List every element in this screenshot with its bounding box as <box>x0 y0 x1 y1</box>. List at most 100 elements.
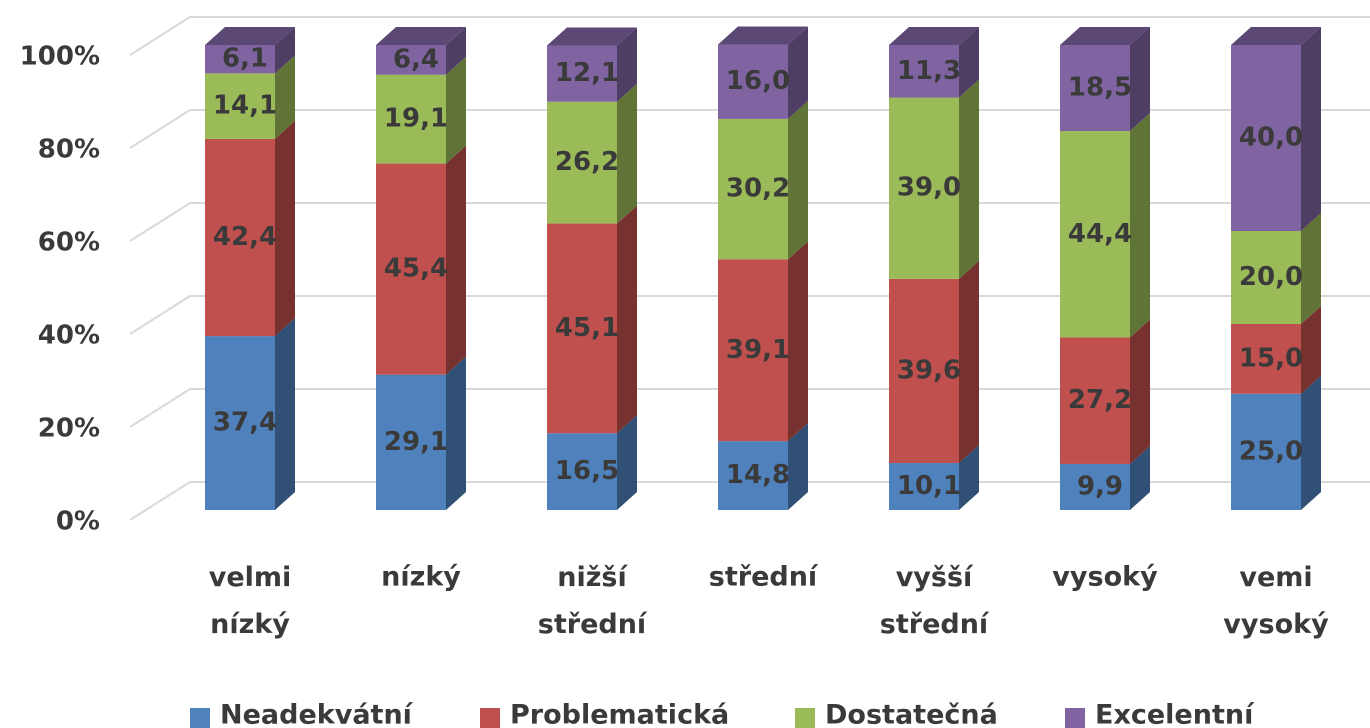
legend-label: Neadekvátní <box>220 700 414 728</box>
bar <box>718 441 788 510</box>
data-label: 14,8 <box>726 460 790 490</box>
bar <box>1060 337 1130 464</box>
bar-top <box>889 27 979 45</box>
bar-top <box>205 27 295 45</box>
bar-top <box>1060 27 1150 45</box>
data-label: 6,1 <box>222 44 268 74</box>
bar <box>889 97 959 279</box>
data-label: 30,2 <box>726 174 790 204</box>
bar <box>1060 45 1130 132</box>
bar <box>547 45 617 102</box>
bar-side <box>446 356 466 510</box>
data-label: 29,1 <box>384 427 448 457</box>
data-label: 14,1 <box>213 91 277 121</box>
bar-side <box>446 145 466 375</box>
bar-top <box>376 27 466 45</box>
bar <box>889 463 959 510</box>
bar <box>205 45 275 74</box>
bar <box>1231 393 1301 510</box>
bar-top <box>1231 27 1321 45</box>
bar-top <box>718 26 808 45</box>
bar <box>1231 324 1301 394</box>
bar-side <box>959 260 979 464</box>
bar-side <box>617 27 637 102</box>
y-tick-label: 20% <box>38 414 100 444</box>
bar-side <box>959 79 979 279</box>
bar <box>1060 463 1130 510</box>
bar-side <box>788 241 808 442</box>
legend-swatch <box>795 708 815 728</box>
x-tick-label: vysoký <box>1052 562 1158 593</box>
data-label: 6,4 <box>393 44 439 74</box>
bar-side <box>275 318 295 510</box>
y-tick-label: 100% <box>20 42 100 72</box>
bar-side <box>788 423 808 510</box>
bar-side <box>617 205 637 434</box>
data-label: 45,4 <box>384 254 448 284</box>
bar-top <box>547 27 637 46</box>
bar <box>376 45 446 75</box>
bar-side <box>1130 27 1150 132</box>
x-tick-line: střední <box>880 609 990 640</box>
bar <box>547 101 617 224</box>
data-label: 15,0 <box>1239 343 1303 373</box>
data-label: 27,2 <box>1068 385 1132 415</box>
grid-line <box>129 16 1370 56</box>
bar-side <box>959 27 979 98</box>
bar-side <box>788 100 808 260</box>
data-label: 44,4 <box>1068 219 1132 249</box>
data-label: 25,0 <box>1239 436 1303 466</box>
bar <box>547 223 617 434</box>
y-tick-label: 80% <box>38 135 100 165</box>
legend-swatch <box>190 708 210 728</box>
bar <box>718 118 788 260</box>
bar <box>205 336 275 510</box>
y-tick-label: 60% <box>38 228 100 258</box>
data-label: 20,0 <box>1239 262 1303 292</box>
x-tick-line: vysoký <box>1223 609 1329 640</box>
bar <box>889 45 959 98</box>
legend-label: Dostatečná <box>825 700 998 728</box>
x-tick-label: velmi nízký <box>209 562 292 640</box>
x-tick-label: nízký <box>381 562 461 593</box>
bar-side <box>1130 445 1150 510</box>
x-tick-line: nízký <box>210 609 290 640</box>
data-label: 19,1 <box>384 104 448 134</box>
x-tick-line: vemi <box>1239 562 1312 593</box>
bar-side <box>788 26 808 119</box>
x-tick-label: střední <box>709 562 819 593</box>
bar <box>376 74 446 164</box>
bar <box>1231 45 1301 231</box>
bar <box>205 73 275 139</box>
bar <box>718 259 788 442</box>
bar-side <box>617 83 637 224</box>
x-tick-line: nižší <box>557 562 628 593</box>
x-tick-line: střední <box>538 609 648 640</box>
data-label: 39,1 <box>726 335 790 365</box>
data-label: 18,5 <box>1068 73 1132 103</box>
bar-side <box>1301 375 1321 510</box>
data-label: 26,2 <box>555 147 619 177</box>
x-tick-line: vyšší <box>896 562 974 593</box>
bar-side <box>959 445 979 510</box>
data-label: 12,1 <box>555 58 619 88</box>
data-label: 11,3 <box>897 56 961 86</box>
bar-side <box>275 27 295 74</box>
data-label: 40,0 <box>1239 123 1303 153</box>
bar <box>889 278 959 464</box>
data-label: 37,4 <box>213 408 277 438</box>
bar <box>547 433 617 510</box>
data-label: 42,4 <box>213 222 277 252</box>
bar-side <box>275 120 295 337</box>
bar <box>1231 231 1301 324</box>
legend-label: Problematická <box>510 700 729 728</box>
data-label: 9,9 <box>1077 471 1123 501</box>
bar-side <box>1130 113 1150 338</box>
legend-swatch <box>480 708 500 728</box>
bar <box>718 44 788 119</box>
x-tick-label: vyšší střední <box>880 562 990 640</box>
bar-side <box>275 55 295 139</box>
bar-side <box>617 415 637 510</box>
bar <box>376 163 446 375</box>
